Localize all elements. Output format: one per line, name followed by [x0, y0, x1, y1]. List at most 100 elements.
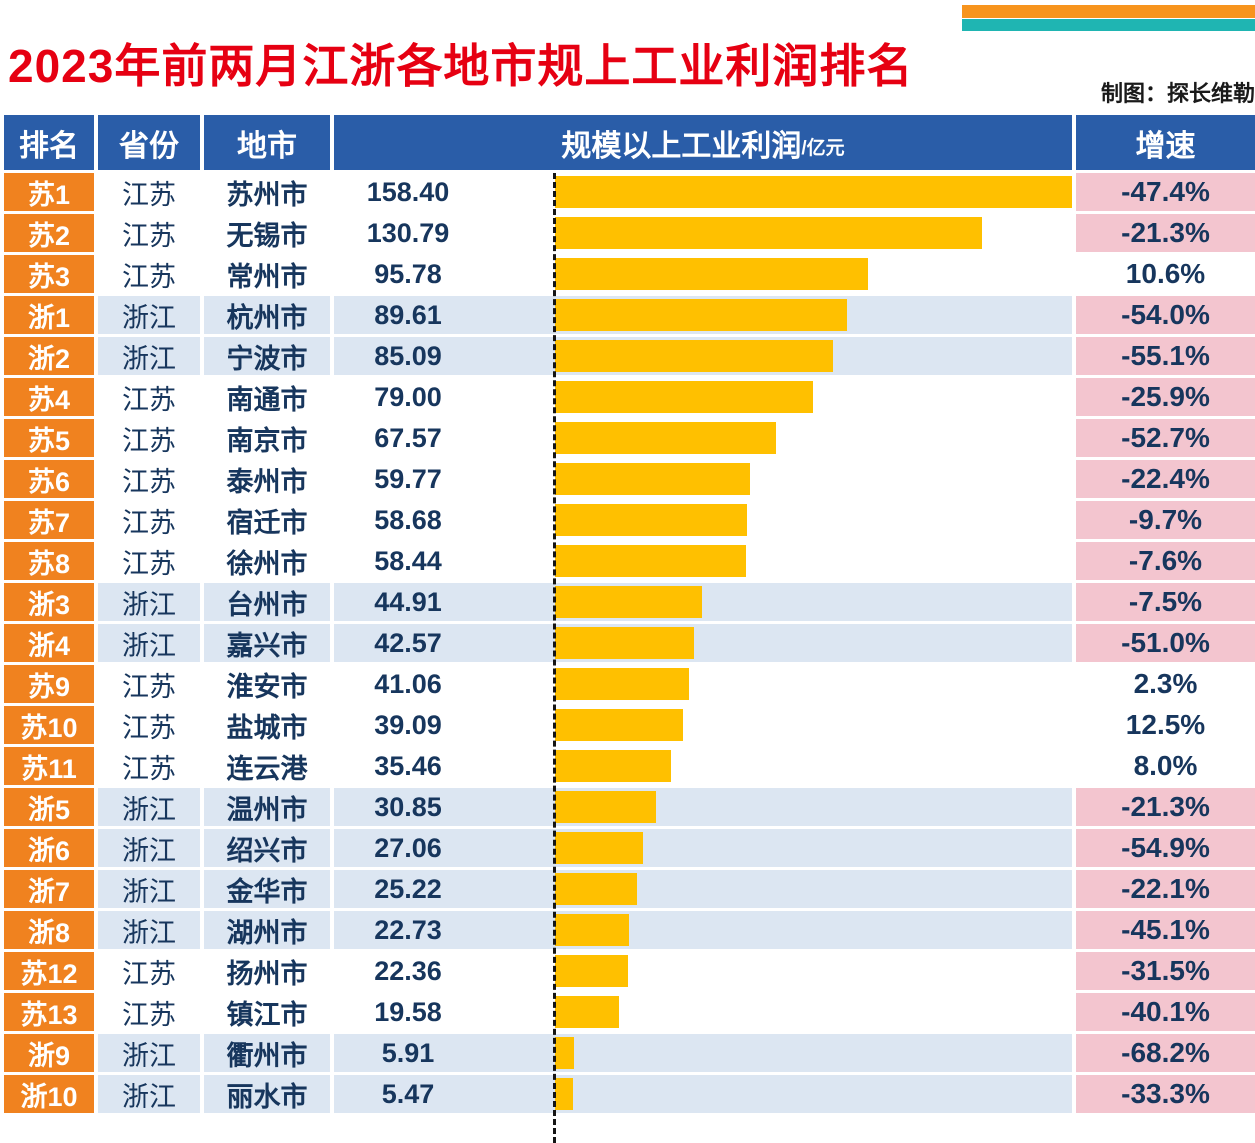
- profit-bar: [555, 586, 702, 618]
- profit-cell: 42.57: [334, 624, 1072, 662]
- profit-cell: 22.73: [334, 911, 1072, 949]
- table-row: 苏1 江苏 苏州市 158.40 -47.4%: [4, 173, 1255, 211]
- city-cell: 连云港: [204, 747, 330, 785]
- profit-bar: [555, 340, 833, 372]
- growth-cell: -55.1%: [1076, 337, 1255, 375]
- growth-cell: -33.3%: [1076, 1075, 1255, 1113]
- province-cell: 浙江: [98, 583, 200, 621]
- table-row: 浙1 浙江 杭州市 89.61 -54.0%: [4, 296, 1255, 334]
- profit-bar: [555, 627, 694, 659]
- rank-badge: 浙8: [4, 911, 94, 949]
- growth-cell: -45.1%: [1076, 911, 1255, 949]
- province-cell: 浙江: [98, 1075, 200, 1113]
- rank-badge: 苏4: [4, 378, 94, 416]
- table-row: 苏7 江苏 宿迁市 58.68 -9.7%: [4, 501, 1255, 539]
- rank-badge: 苏3: [4, 255, 94, 293]
- province-cell: 江苏: [98, 460, 200, 498]
- profit-value: 27.06: [374, 832, 442, 863]
- profit-bar: [555, 504, 747, 536]
- rank-badge: 苏5: [4, 419, 94, 457]
- city-cell: 无锡市: [204, 214, 330, 252]
- profit-bar: [555, 545, 746, 577]
- city-cell: 温州市: [204, 788, 330, 826]
- rank-badge: 浙10: [4, 1075, 94, 1113]
- profit-value: 41.06: [374, 668, 442, 699]
- bar-area: [555, 996, 1072, 1028]
- table-row: 苏4 江苏 南通市 79.00 -25.9%: [4, 378, 1255, 416]
- table-row: 苏12 江苏 扬州市 22.36 -31.5%: [4, 952, 1255, 990]
- city-cell: 嘉兴市: [204, 624, 330, 662]
- bar-area: [555, 340, 1072, 372]
- rank-badge: 苏2: [4, 214, 94, 252]
- province-cell: 浙江: [98, 829, 200, 867]
- growth-cell: 8.0%: [1076, 747, 1255, 785]
- table-row: 苏5 江苏 南京市 67.57 -52.7%: [4, 419, 1255, 457]
- profit-cell: 19.58: [334, 993, 1072, 1031]
- header-profit-label: 规模以上工业利润: [561, 129, 802, 163]
- city-cell: 台州市: [204, 583, 330, 621]
- growth-cell: -21.3%: [1076, 788, 1255, 826]
- profit-bar: [555, 750, 671, 782]
- growth-cell: -25.9%: [1076, 378, 1255, 416]
- table-row: 浙8 浙江 湖州市 22.73 -45.1%: [4, 911, 1255, 949]
- city-cell: 泰州市: [204, 460, 330, 498]
- growth-cell: -51.0%: [1076, 624, 1255, 662]
- profit-value: 30.85: [374, 791, 442, 822]
- rank-badge: 苏9: [4, 665, 94, 703]
- province-cell: 浙江: [98, 870, 200, 908]
- growth-cell: -7.5%: [1076, 583, 1255, 621]
- province-cell: 浙江: [98, 296, 200, 334]
- growth-cell: -9.7%: [1076, 501, 1255, 539]
- growth-cell: 2.3%: [1076, 665, 1255, 703]
- table-header-row: 排名 省份 地市 规模以上工业利润/亿元 增速: [4, 115, 1255, 170]
- growth-cell: 10.6%: [1076, 255, 1255, 293]
- profit-value: 59.77: [374, 463, 442, 494]
- province-cell: 江苏: [98, 214, 200, 252]
- profit-cell: 39.09: [334, 706, 1072, 744]
- bar-area: [555, 1037, 1072, 1069]
- profit-bar: [555, 176, 1072, 208]
- rank-badge: 苏7: [4, 501, 94, 539]
- city-cell: 杭州市: [204, 296, 330, 334]
- growth-cell: -40.1%: [1076, 993, 1255, 1031]
- province-cell: 江苏: [98, 952, 200, 990]
- profit-bar: [555, 1037, 575, 1069]
- growth-cell: -22.4%: [1076, 460, 1255, 498]
- infographic-page: 2023年前两月江浙各地市规上工业利润排名 制图：探长维勒 排名 省份 地市 规…: [4, 5, 1255, 1143]
- city-cell: 丽水市: [204, 1075, 330, 1113]
- rank-badge: 浙6: [4, 829, 94, 867]
- growth-cell: -52.7%: [1076, 419, 1255, 457]
- city-cell: 金华市: [204, 870, 330, 908]
- rank-badge: 苏6: [4, 460, 94, 498]
- header-profit-unit: /亿元: [801, 138, 845, 159]
- rank-badge: 浙4: [4, 624, 94, 662]
- profit-bar: [555, 1078, 573, 1110]
- city-cell: 湖州市: [204, 911, 330, 949]
- table-row: 浙5 浙江 温州市 30.85 -21.3%: [4, 788, 1255, 826]
- table-row: 苏8 江苏 徐州市 58.44 -7.6%: [4, 542, 1255, 580]
- profit-value: 22.36: [374, 955, 442, 986]
- province-cell: 江苏: [98, 378, 200, 416]
- table-row: 苏9 江苏 淮安市 41.06 2.3%: [4, 665, 1255, 703]
- profit-bar: [555, 668, 689, 700]
- page-title: 2023年前两月江浙各地市规上工业利润排名: [8, 40, 914, 92]
- profit-value: 35.46: [374, 750, 442, 781]
- rank-badge: 苏10: [4, 706, 94, 744]
- profit-cell: 85.09: [334, 337, 1072, 375]
- rank-badge: 浙7: [4, 870, 94, 908]
- profit-cell: 59.77: [334, 460, 1072, 498]
- bar-area: [555, 668, 1072, 700]
- province-cell: 浙江: [98, 624, 200, 662]
- table-row: 浙10 浙江 丽水市 5.47 -33.3%: [4, 1075, 1255, 1113]
- city-cell: 绍兴市: [204, 829, 330, 867]
- profit-bar: [555, 955, 628, 987]
- growth-cell: -22.1%: [1076, 870, 1255, 908]
- bar-area: [555, 504, 1072, 536]
- profit-cell: 27.06: [334, 829, 1072, 867]
- bar-area: [555, 258, 1072, 290]
- bar-area: [555, 545, 1072, 577]
- growth-cell: -21.3%: [1076, 214, 1255, 252]
- growth-cell: -68.2%: [1076, 1034, 1255, 1072]
- bar-area: [555, 750, 1072, 782]
- table-row: 苏3 江苏 常州市 95.78 10.6%: [4, 255, 1255, 293]
